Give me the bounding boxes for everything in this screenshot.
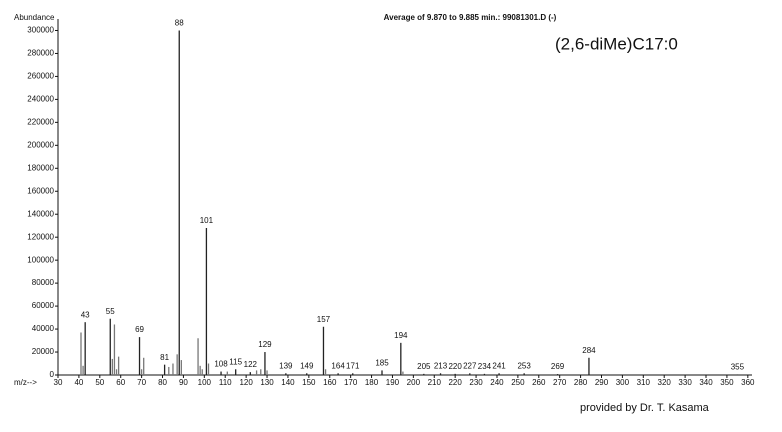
- peak-label: 171: [346, 361, 360, 370]
- y-tick-label: 240000: [27, 94, 54, 103]
- peak-label: 227: [463, 361, 477, 370]
- x-tick-label: 150: [302, 378, 316, 387]
- x-tick-label: 110: [219, 378, 232, 387]
- y-tick-label: 140000: [27, 209, 54, 218]
- peak-label: 220: [448, 362, 462, 371]
- peak-label: 253: [517, 361, 531, 370]
- x-tick-label: 120: [239, 378, 253, 387]
- y-tick-label: 20000: [32, 347, 55, 356]
- peak-label: 269: [551, 362, 565, 371]
- y-tick-label: 80000: [32, 278, 55, 287]
- peak-label: 115: [229, 357, 242, 366]
- x-tick-label: 190: [386, 378, 400, 387]
- y-tick-label: 220000: [27, 117, 54, 126]
- x-tick-label: 100: [198, 378, 212, 387]
- peak-label: 185: [375, 359, 389, 368]
- y-tick-label: 160000: [27, 186, 54, 195]
- x-tick-label: 180: [365, 378, 379, 387]
- x-tick-label: 350: [720, 378, 734, 387]
- y-tick-label: 40000: [32, 324, 55, 333]
- peak-label: 139: [279, 361, 293, 370]
- peak-label: 43: [81, 310, 90, 319]
- x-tick-label: 300: [616, 378, 630, 387]
- peak-label: 355: [731, 363, 745, 372]
- peak-label: 108: [214, 360, 228, 369]
- peak-label: 101: [200, 216, 214, 225]
- peak-label: 69: [135, 325, 144, 334]
- peak-label: 164: [331, 361, 345, 370]
- peak-label: 284: [582, 346, 596, 355]
- peak-label: 149: [300, 361, 314, 370]
- x-tick-label: 90: [179, 378, 188, 387]
- peak-label: 194: [394, 331, 408, 340]
- y-tick-label: 180000: [27, 163, 54, 172]
- x-tick-label: 130: [260, 378, 274, 387]
- x-tick-label: 290: [595, 378, 609, 387]
- x-tick-label: 310: [637, 378, 651, 387]
- peak-label: 213: [434, 361, 448, 370]
- credit: provided by Dr. T. Kasama: [580, 402, 710, 414]
- x-tick-label: 60: [116, 378, 125, 387]
- x-tick-label: 70: [137, 378, 146, 387]
- x-tick-label: 230: [469, 378, 483, 387]
- y-axis-label: Abundance: [14, 13, 55, 22]
- x-tick-label: 250: [511, 378, 525, 387]
- x-tick-label: 240: [490, 378, 504, 387]
- peak-label: 88: [175, 19, 184, 28]
- y-tick-label: 260000: [27, 72, 54, 81]
- x-tick-label: 280: [574, 378, 588, 387]
- x-axis-label: m/z-->: [14, 378, 37, 387]
- x-tick-label: 40: [74, 378, 83, 387]
- y-tick-label: 100000: [27, 255, 54, 264]
- peak-label: 157: [317, 315, 331, 324]
- peak-label: 129: [258, 340, 272, 349]
- chart-title: Average of 9.870 to 9.885 min.: 99081301…: [384, 13, 557, 22]
- y-tick-label: 280000: [27, 49, 54, 58]
- y-tick-label: 200000: [27, 140, 54, 149]
- x-tick-label: 210: [428, 378, 442, 387]
- x-tick-label: 340: [699, 378, 713, 387]
- x-tick-label: 140: [281, 378, 295, 387]
- x-tick-label: 80: [158, 378, 167, 387]
- x-tick-label: 360: [741, 378, 755, 387]
- y-tick-label: 60000: [32, 301, 55, 310]
- x-tick-label: 200: [407, 378, 421, 387]
- x-tick-label: 320: [658, 378, 672, 387]
- x-tick-label: 330: [678, 378, 692, 387]
- y-tick-label: 0: [50, 370, 55, 379]
- peak-label: 241: [492, 361, 506, 370]
- compound-name: (2,6-diMe)C17:0: [555, 34, 678, 53]
- x-tick-label: 220: [448, 378, 462, 387]
- x-tick-label: 50: [95, 378, 104, 387]
- x-tick-label: 170: [344, 378, 358, 387]
- peak-label: 205: [417, 362, 431, 371]
- x-tick-label: 160: [323, 378, 337, 387]
- x-tick-label: 30: [54, 378, 63, 387]
- peak-label: 55: [106, 307, 115, 316]
- peak-label: 234: [478, 362, 492, 371]
- y-tick-label: 120000: [27, 232, 54, 241]
- y-tick-label: 300000: [27, 26, 54, 35]
- peak-label: 81: [160, 353, 169, 362]
- x-tick-label: 260: [532, 378, 546, 387]
- peak-label: 122: [244, 360, 258, 369]
- x-tick-label: 270: [553, 378, 567, 387]
